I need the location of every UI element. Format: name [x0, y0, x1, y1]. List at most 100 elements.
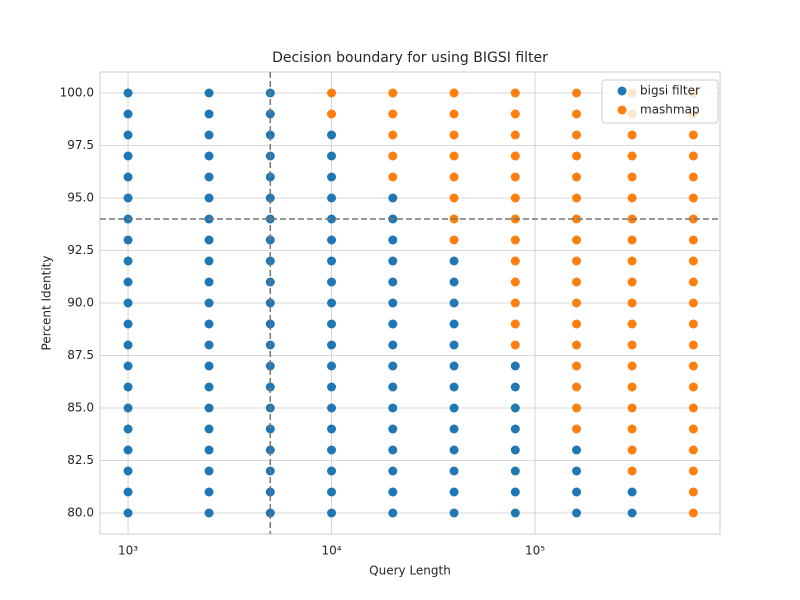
point [123, 172, 133, 182]
point [572, 193, 582, 203]
point [388, 319, 398, 329]
point [204, 361, 214, 371]
point [688, 361, 698, 371]
point [572, 319, 582, 329]
point [688, 382, 698, 392]
point [510, 256, 520, 266]
y-tick-label: 95.0 [67, 191, 94, 205]
point [449, 487, 459, 497]
point [204, 193, 214, 203]
y-tick-label: 85.0 [67, 401, 94, 415]
point [123, 88, 133, 98]
plot-frame [99, 71, 721, 535]
point [449, 130, 459, 140]
point [204, 403, 214, 413]
point [123, 466, 133, 476]
point [510, 382, 520, 392]
point [388, 508, 398, 518]
point [449, 403, 459, 413]
point [510, 424, 520, 434]
point [327, 277, 337, 287]
legend: bigsi filter mashmap [601, 79, 719, 124]
point [123, 340, 133, 350]
point [327, 361, 337, 371]
point [572, 256, 582, 266]
legend-marker [617, 105, 627, 115]
point [123, 298, 133, 308]
point [627, 151, 637, 161]
point [449, 256, 459, 266]
point [204, 109, 214, 119]
point [449, 424, 459, 434]
point [204, 172, 214, 182]
point [449, 88, 459, 98]
point [627, 172, 637, 182]
point [388, 256, 398, 266]
point [204, 151, 214, 161]
x-tick-label: 10³ [118, 544, 138, 558]
point [510, 151, 520, 161]
point [688, 508, 698, 518]
point [627, 466, 637, 476]
point [388, 277, 398, 287]
point [688, 151, 698, 161]
point [510, 487, 520, 497]
point [688, 256, 698, 266]
point [388, 424, 398, 434]
point [327, 340, 337, 350]
point [688, 319, 698, 329]
legend-frame [601, 79, 719, 124]
point [688, 487, 698, 497]
point [627, 487, 637, 497]
point [123, 445, 133, 455]
point [449, 172, 459, 182]
point [204, 487, 214, 497]
point [327, 88, 337, 98]
point [327, 172, 337, 182]
point [123, 277, 133, 287]
point [388, 88, 398, 98]
point [123, 256, 133, 266]
point [204, 298, 214, 308]
point [204, 445, 214, 455]
point [449, 109, 459, 119]
point [572, 487, 582, 497]
point [449, 235, 459, 245]
point [204, 256, 214, 266]
point [688, 298, 698, 308]
point [449, 382, 459, 392]
point [204, 466, 214, 476]
point [327, 319, 337, 329]
point [123, 508, 133, 518]
point [627, 193, 637, 203]
point [449, 445, 459, 455]
point [204, 88, 214, 98]
point [327, 130, 337, 140]
point [327, 487, 337, 497]
point [388, 193, 398, 203]
point [572, 151, 582, 161]
point [688, 193, 698, 203]
point [627, 445, 637, 455]
point [327, 466, 337, 476]
point [388, 382, 398, 392]
point [327, 445, 337, 455]
x-tick-label: 10⁴ [321, 544, 341, 558]
point [449, 193, 459, 203]
point [388, 340, 398, 350]
point [327, 151, 337, 161]
point [123, 130, 133, 140]
point [449, 319, 459, 329]
point [688, 424, 698, 434]
point [388, 466, 398, 476]
point [627, 382, 637, 392]
point [688, 445, 698, 455]
point [627, 361, 637, 371]
point [510, 340, 520, 350]
y-axis-label: Percent Identity [40, 256, 54, 351]
point [449, 466, 459, 476]
point [123, 109, 133, 119]
point [572, 298, 582, 308]
legend-marker [617, 86, 627, 96]
